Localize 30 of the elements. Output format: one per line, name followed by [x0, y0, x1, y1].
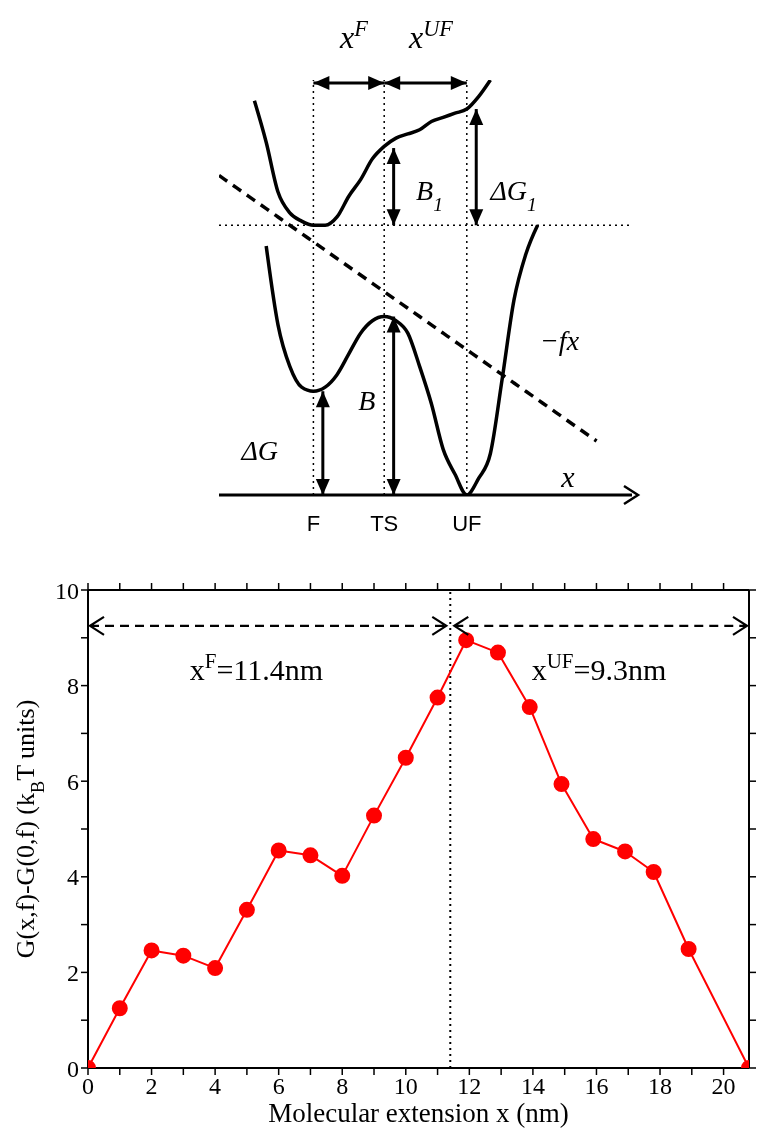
x-tick-label: 10 — [393, 1073, 418, 1100]
y-tick-label: 2 — [67, 959, 79, 986]
y-tick-label: 8 — [67, 673, 79, 700]
y-tick-label: 6 — [67, 768, 79, 795]
annotation: B$_{1}$ — [416, 175, 443, 215]
annotation: ΔG — [240, 435, 279, 467]
x-tick-label: 14 — [520, 1073, 545, 1100]
y-tick-label: 10 — [55, 577, 79, 604]
annotation: B — [358, 384, 376, 416]
x-tick-label: 18 — [648, 1073, 673, 1100]
x-axis-title: x — [560, 459, 576, 493]
x-tick-label: 16 — [584, 1073, 609, 1100]
annotation: x$^{F}$=11.4nm — [189, 648, 324, 686]
text: x$^{UF}$ — [407, 15, 454, 56]
x-tick-label: TS — [370, 510, 399, 536]
annotation: x$^{UF}$=9.3nm — [531, 648, 667, 686]
x-tick-label: F — [306, 510, 321, 536]
text: x$^{F}$ — [338, 15, 369, 56]
y-tick-label: 0 — [67, 1055, 79, 1082]
annotation: ΔG$_{1}$ — [489, 175, 537, 215]
x-tick-label: UF — [452, 510, 482, 536]
x-axis-title: Molecular extension x (nm) — [268, 1098, 569, 1128]
x-tick-label: 6 — [272, 1073, 285, 1100]
x-tick-label: 12 — [457, 1073, 482, 1100]
x-tick-label: 2 — [145, 1073, 158, 1100]
x-tick-label: 8 — [336, 1073, 349, 1100]
x-tick-label: 4 — [209, 1073, 222, 1100]
x-tick-label: 20 — [711, 1073, 736, 1100]
y-tick-label: 4 — [67, 864, 79, 891]
annotation: −fx — [539, 324, 580, 356]
